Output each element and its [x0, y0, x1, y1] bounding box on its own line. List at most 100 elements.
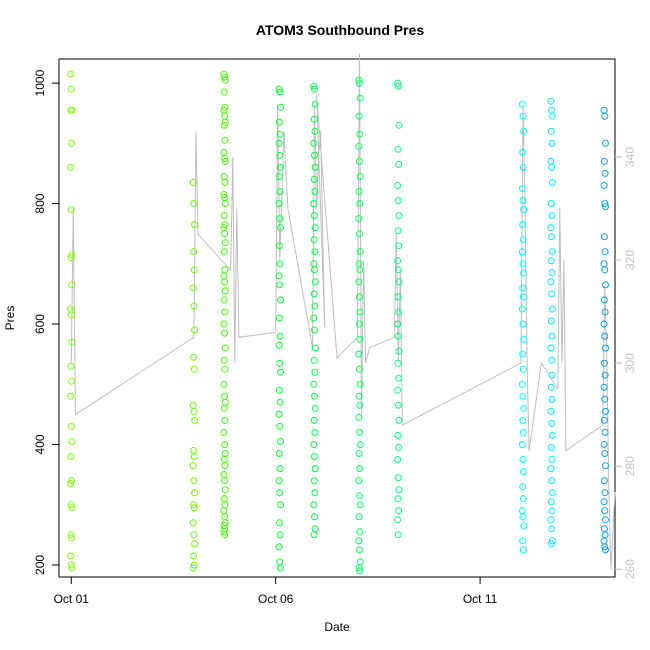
data-point: [519, 221, 527, 229]
data-point: [311, 344, 319, 352]
data-point: [519, 284, 527, 292]
data-point: [395, 507, 403, 515]
data-point: [394, 456, 402, 463]
data-point: [518, 100, 526, 108]
data-point: [276, 489, 284, 497]
data-point: [275, 519, 283, 527]
data-point: [220, 173, 228, 180]
data-point: [602, 139, 609, 147]
data-point: [520, 468, 528, 476]
data-point: [189, 519, 197, 527]
data-point: [547, 498, 555, 506]
data-point: [67, 70, 75, 78]
data-point: [355, 112, 363, 120]
data-point: [220, 356, 228, 364]
data-point: [221, 200, 229, 208]
data-point: [275, 85, 283, 93]
data-point: [355, 142, 363, 150]
data-point: [355, 278, 363, 286]
data-point: [275, 314, 283, 322]
data-point: [190, 248, 198, 256]
data-point: [221, 266, 229, 274]
data-point: [601, 308, 609, 316]
data-point: [395, 242, 403, 250]
y-tick-label: 1000: [33, 69, 47, 96]
data-point: [220, 121, 228, 129]
data-point: [68, 438, 76, 445]
data-point: [356, 546, 363, 554]
data-point: [310, 477, 318, 485]
data-point: [601, 371, 609, 379]
data-point: [67, 501, 75, 509]
data-point: [519, 495, 527, 503]
data-point: [600, 157, 608, 165]
data-point: [394, 386, 402, 394]
data-point: [548, 179, 556, 186]
data-point: [518, 248, 526, 256]
data-point: [600, 416, 608, 424]
data-point: [67, 163, 75, 171]
data-point: [395, 486, 403, 494]
data-point: [276, 422, 284, 430]
data-point: [548, 305, 556, 313]
data-point: [189, 564, 197, 572]
data-point: [601, 332, 609, 340]
data-point: [67, 552, 75, 560]
data-point: [355, 477, 363, 485]
data-point: [221, 287, 229, 295]
data-point: [277, 103, 284, 111]
data-point: [221, 392, 229, 400]
data-point: [548, 456, 556, 463]
y-tick-label: 600: [33, 314, 47, 334]
y-tick-label: 200: [33, 555, 47, 575]
data-point: [600, 106, 608, 114]
data-point: [356, 401, 364, 409]
data-point: [602, 407, 609, 415]
data-point: [311, 489, 319, 497]
data-point: [601, 248, 609, 256]
data-point: [519, 236, 527, 244]
data-point: [221, 308, 229, 316]
data-point: [356, 130, 364, 138]
data-point: [311, 368, 319, 376]
data-point: [356, 558, 364, 566]
data-point: [190, 552, 198, 560]
data-point: [221, 531, 229, 539]
chart-title: ATOM3 Southbound Pres: [256, 22, 424, 38]
data-point: [520, 404, 528, 412]
data-point: [601, 428, 609, 436]
data-point: [355, 513, 363, 521]
data-point: [519, 416, 527, 424]
data-point: [221, 477, 229, 485]
data-point: [221, 365, 229, 373]
data-point: [520, 269, 528, 277]
data-point: [394, 257, 402, 265]
data-point: [355, 450, 363, 457]
data-point: [518, 185, 526, 192]
data-point: [394, 182, 402, 189]
data-point: [276, 188, 284, 195]
y-right-tick-label: 280: [623, 456, 637, 476]
data-point: [600, 320, 608, 328]
data-point: [310, 236, 318, 244]
data-point: [311, 326, 318, 334]
data-point: [311, 188, 319, 195]
data-point: [275, 200, 283, 208]
data-point: [519, 148, 527, 156]
data-point: [310, 356, 318, 364]
data-point: [276, 88, 284, 96]
data-point: [220, 212, 228, 220]
data-point: [518, 507, 526, 515]
data-point: [395, 121, 403, 129]
data-point: [356, 528, 364, 536]
data-point: [602, 546, 609, 554]
data-point: [355, 260, 363, 268]
data-point: [520, 335, 528, 343]
data-point: [355, 537, 363, 545]
data-point: [220, 507, 228, 515]
data-point: [548, 212, 556, 220]
data-point: [220, 471, 228, 479]
data-point: [275, 410, 283, 418]
data-point: [355, 76, 363, 84]
